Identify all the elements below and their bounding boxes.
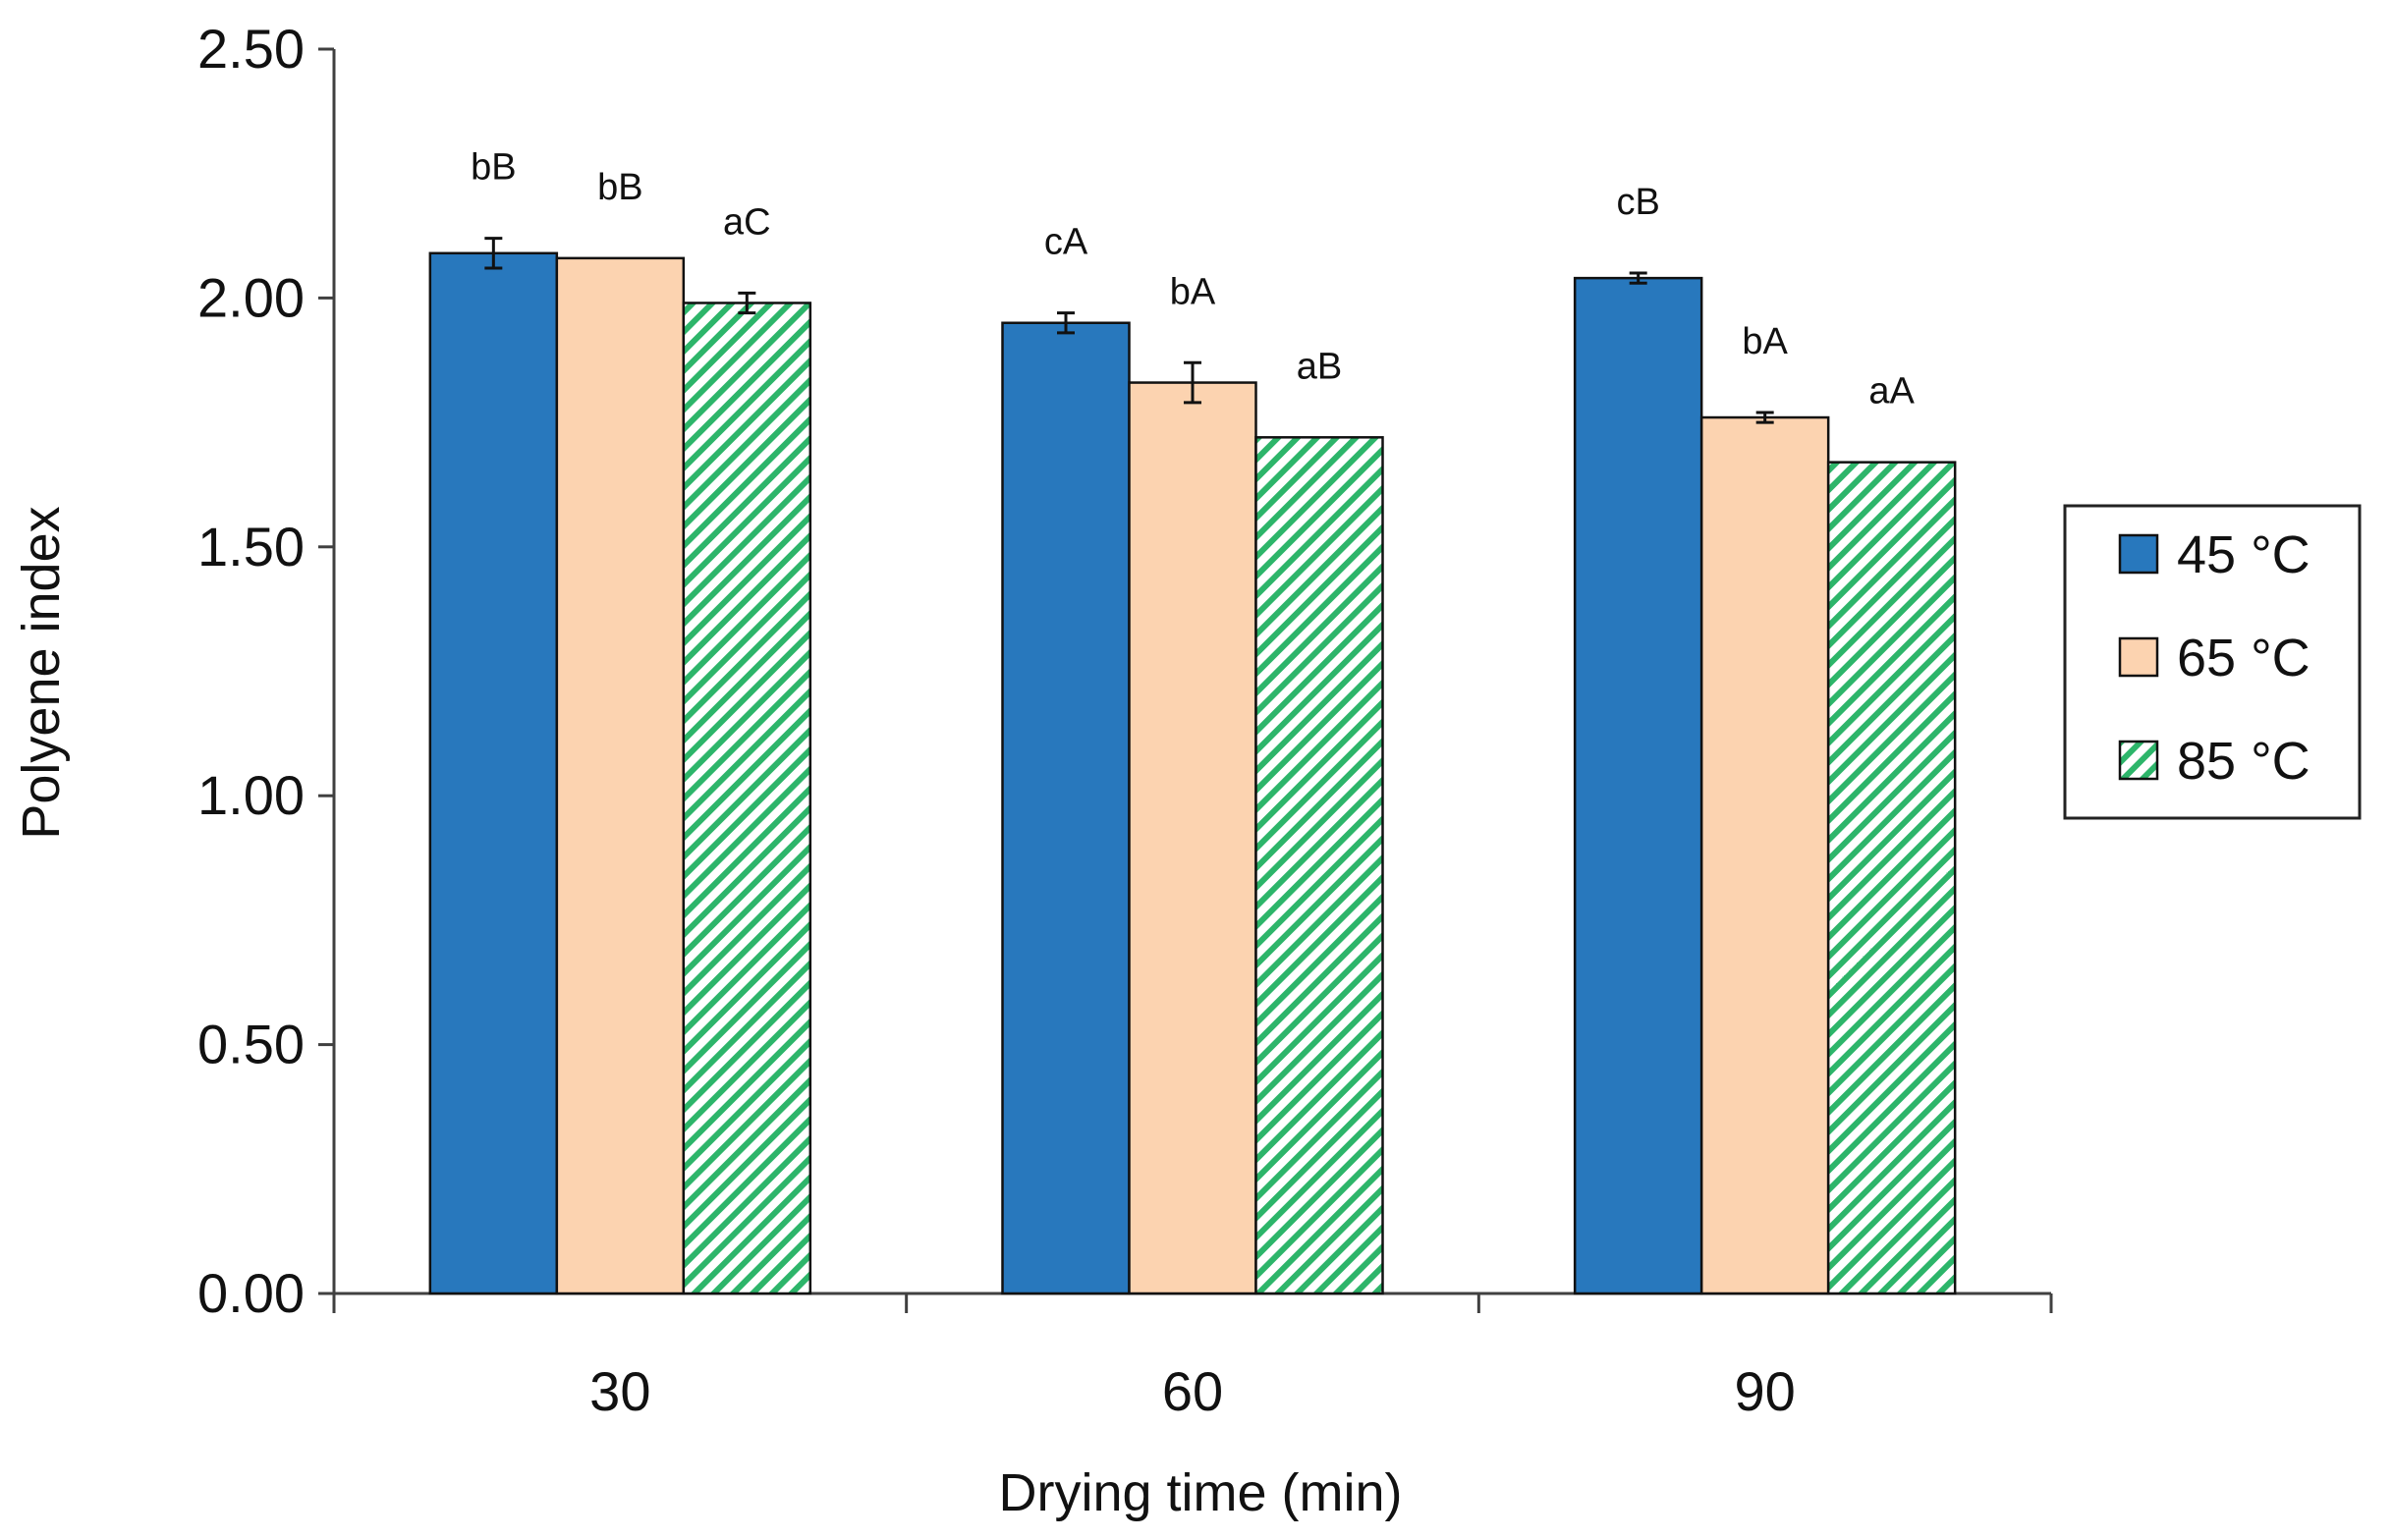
bar-65c-30	[555, 256, 686, 1295]
significance-label: aB	[1297, 346, 1342, 387]
bar-65c-60	[1128, 381, 1257, 1295]
y-tick-label: 0.00	[197, 1262, 305, 1324]
legend-swatch	[2118, 636, 2159, 678]
bar-65c-90	[1699, 415, 1830, 1295]
bars	[428, 251, 1957, 1295]
axes: 0.00 0.50 1.00 1.50 2.00 2.50 30 60 90	[197, 18, 2053, 1422]
y-tick-label: 1.50	[197, 516, 305, 578]
y-tick-label: 1.00	[197, 764, 305, 826]
bar-45c-90	[1573, 276, 1703, 1295]
significance-label: bB	[597, 167, 642, 208]
x-axis-title: Drying time (min)	[998, 1463, 1402, 1522]
bar-85c-60	[1254, 436, 1384, 1295]
bar-45c-30	[428, 251, 559, 1295]
error-bars	[484, 237, 1774, 424]
legend-box	[2063, 504, 2362, 820]
y-axis-title: Polyene index	[12, 506, 71, 839]
legend-swatch	[2118, 740, 2159, 781]
y-tick-label: 2.00	[197, 266, 305, 328]
bar-85c-30	[682, 302, 812, 1295]
bar-45c-60	[1001, 321, 1131, 1295]
legend-label: 45 °C	[2177, 525, 2310, 584]
y-tick-label: 0.50	[197, 1014, 305, 1075]
y-tick-label: 2.50	[197, 18, 305, 80]
x-tick-label: 60	[1162, 1360, 1223, 1422]
significance-label: cB	[1616, 182, 1659, 223]
significance-label: cA	[1044, 222, 1088, 263]
legend-label: 85 °C	[2177, 732, 2310, 791]
significance-label: bA	[1742, 321, 1788, 362]
significance-label: bA	[1170, 271, 1216, 312]
significance-labels: bB cA cB bB bA bA aC aB aA	[471, 147, 1915, 412]
legend-swatch	[2118, 533, 2159, 575]
legend-label: 65 °C	[2177, 629, 2310, 688]
significance-label: aC	[723, 201, 771, 243]
legend: 45 °C 65 °C 85 °C	[2063, 504, 2362, 820]
bar-85c-90	[1826, 461, 1957, 1295]
significance-label: bB	[471, 147, 516, 189]
x-tick-label: 30	[589, 1360, 650, 1422]
x-tick-label: 90	[1735, 1360, 1796, 1422]
significance-label: aA	[1868, 371, 1915, 412]
